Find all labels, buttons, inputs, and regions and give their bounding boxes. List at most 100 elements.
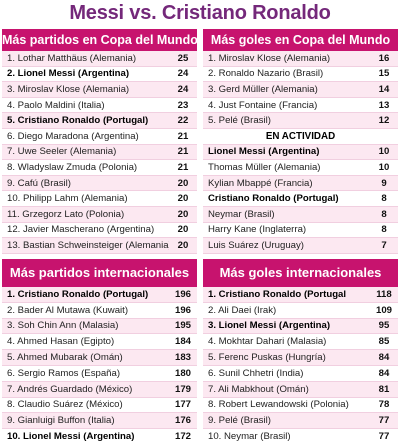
player-name: 8. Wladyslaw Zmuda (Polonia) — [7, 161, 138, 173]
stat-value: 118 — [376, 288, 392, 300]
table-row: Cristiano Ronaldo (Portugal) 8 — [203, 191, 398, 207]
player-name: 1. Cristiano Ronaldo (Portugal) — [7, 288, 149, 300]
stat-value: 95 — [378, 320, 390, 332]
player-name: 7. Uwe Seeler (Alemania) — [7, 146, 117, 158]
player-name: 5. Pelé (Brasil) — [208, 115, 271, 127]
page-title: Messi vs. Cristiano Ronaldo — [69, 2, 331, 24]
stat-value: 8 — [381, 193, 387, 205]
table-row: 9. Gianluigi Buffon (Italia) 176 — [2, 413, 197, 430]
stat-value: 21 — [177, 130, 189, 142]
player-name: 5. Ahmed Mubarak (Omán) — [7, 352, 123, 364]
table-row: Harry Kane (Inglaterra) 8 — [203, 222, 398, 239]
player-name: Lionel Messi (Argentina) — [208, 146, 320, 158]
player-name: 5. Ferenc Puskas (Hungría) — [208, 352, 326, 364]
wc-goals-header: Más goles en Copa del Mundo — [203, 29, 398, 51]
stat-value: 23 — [177, 99, 189, 111]
player-name: 8. Robert Lewandowski (Polonia) — [208, 399, 349, 411]
player-name: Cristiano Ronaldo (Portugal) — [208, 193, 339, 205]
player-name: Thomas Müller (Alemania) — [208, 161, 321, 173]
player-name: 4. Ahmed Hasan (Egipto) — [7, 336, 115, 348]
stat-value: 77 — [378, 415, 390, 427]
player-name: 1. Lothar Matthäus (Alemania) — [7, 52, 137, 64]
table-row: 5. Pelé (Brasil) 12 — [203, 113, 398, 129]
player-name: 10. Neymar (Brasil) — [208, 431, 291, 443]
player-name: 7. Andrés Guardado (México) — [7, 383, 133, 395]
stat-value: 13 — [378, 99, 390, 111]
intl-matches-panel: Más partidos internacionales 1. Cristian… — [2, 259, 197, 444]
table-row: 1. Miroslav Klose (Alemania) 16 — [203, 51, 398, 67]
stat-value: 21 — [177, 161, 189, 173]
table-row: 3. Soh Chin Ann (Malasia) 195 — [2, 318, 197, 335]
table-row: 12. Javier Mascherano (Argentina) 20 — [2, 222, 197, 239]
stat-value: 176 — [174, 415, 191, 427]
wc-matches-list: 1. Lothar Matthäus (Alemania) 25 2. Lionel… — [2, 51, 197, 254]
player-name: 6. Sergio Ramos (España) — [7, 367, 121, 379]
table-row: 2. Ronaldo Nazario (Brasil) 15 — [203, 66, 398, 83]
stat-value: 7 — [381, 239, 387, 251]
intl-goals-header: Más goles internacionales — [203, 259, 398, 287]
stat-value: 21 — [177, 146, 189, 158]
table-row: 4. Mokhtar Dahari (Malasia) 85 — [203, 334, 398, 351]
table-row: 3. Lionel Messi (Argentina) 95 — [203, 318, 398, 335]
stat-value: 15 — [378, 68, 390, 80]
table-row: 6. Sunil Chhetri (India) 84 — [203, 365, 398, 382]
stat-value: 179 — [174, 383, 191, 395]
intl-goals-panel: Más goles internacionales 1. Cristiano R… — [203, 259, 398, 444]
player-name: 13. Bastian Schweinsteiger (Alemania) — [7, 239, 169, 251]
table-row: 13. Bastian Schweinsteiger (Alemania) 20 — [2, 238, 197, 254]
stat-value: 20 — [177, 239, 189, 251]
table-row: 1. Cristiano Ronaldo (Portugal 118 — [203, 287, 398, 303]
stat-value: 177 — [174, 399, 191, 411]
player-name: 3. Gerd Müller (Alemania) — [208, 83, 318, 95]
player-name: 6. Sunil Chhetri (India) — [208, 367, 304, 379]
player-name: 3. Miroslav Klose (Alemania) — [7, 83, 130, 95]
table-row: 10. Neymar (Brasil) 77 — [203, 429, 398, 444]
wc-goals-active-list: Lionel Messi (Argentina) 10 Thomas Müller … — [203, 144, 398, 254]
player-name: 8. Claudio Suárez (México) — [7, 399, 123, 411]
player-name: Neymar (Brasil) — [208, 208, 275, 220]
table-row: Thomas Müller (Alemania) 10 — [203, 160, 398, 176]
table-row: 2. Ali Daei (Irak) 109 — [203, 302, 398, 319]
player-name: 2. Ronaldo Nazario (Brasil) — [208, 68, 324, 80]
stat-value: 20 — [177, 208, 189, 220]
stat-value: 180 — [174, 367, 191, 379]
player-name: 2. Bader Al Mutawa (Kuwait) — [7, 304, 129, 316]
player-name: 1. Miroslav Klose (Alemania) — [208, 52, 331, 64]
player-name: 10. Lionel Messi (Argentina) — [7, 431, 135, 443]
stat-value: 84 — [378, 352, 390, 364]
table-row: 8. Claudio Suárez (México) 177 — [2, 397, 197, 414]
table-row: 3. Miroslav Klose (Alemania) 24 — [2, 82, 197, 98]
player-name: 3. Lionel Messi (Argentina) — [208, 320, 331, 332]
player-name: 5. Cristiano Ronaldo (Portugal) — [7, 115, 149, 127]
player-name: Luis Suárez (Uruguay) — [208, 239, 304, 251]
table-row: 7. Andrés Guardado (México) 179 — [2, 381, 197, 398]
player-name: 4. Paolo Maldini (Italia) — [7, 99, 105, 111]
player-name: 6. Diego Maradona (Argentina) — [7, 130, 139, 142]
stat-value: 24 — [177, 83, 189, 95]
player-name: 9. Pelé (Brasil) — [208, 415, 271, 427]
stat-value: 10 — [378, 146, 390, 158]
stat-value: 20 — [177, 193, 189, 205]
stat-value: 22 — [177, 115, 189, 127]
stat-value: 20 — [177, 177, 189, 189]
table-row: 9. Pelé (Brasil) 77 — [203, 413, 398, 430]
player-name: 1. Cristiano Ronaldo (Portugal — [208, 288, 347, 300]
stat-value: 109 — [375, 304, 392, 316]
table-row: 6. Diego Maradona (Argentina) 21 — [2, 128, 197, 145]
stat-value: 184 — [174, 336, 191, 348]
table-row: 8. Wladyslaw Zmuda (Polonia) 21 — [2, 160, 197, 176]
table-row: 10. Philipp Lahm (Alemania) 20 — [2, 191, 197, 207]
intl-goals-list: 1. Cristiano Ronaldo (Portugal 118 2. Ali … — [203, 287, 398, 444]
stat-value: 12 — [378, 115, 390, 127]
table-row: 11. Grzegorz Lato (Polonia) 20 — [2, 206, 197, 223]
player-name: 9. Cafú (Brasil) — [7, 177, 71, 189]
table-row: 5. Cristiano Ronaldo (Portugal) 22 — [2, 113, 197, 129]
stat-value: 24 — [177, 68, 189, 80]
stat-value: 195 — [174, 320, 191, 332]
player-name: 2. Lionel Messi (Argentina) — [7, 68, 130, 80]
table-row: Kylian Mbappé (Francia) 9 — [203, 175, 398, 192]
stat-value: 77 — [378, 431, 390, 443]
player-name: 9. Gianluigi Buffon (Italia) — [7, 415, 115, 427]
table-row: 7. Ali Mabkhout (Omán) 81 — [203, 381, 398, 398]
table-row: 5. Ferenc Puskas (Hungría) 84 — [203, 350, 398, 366]
